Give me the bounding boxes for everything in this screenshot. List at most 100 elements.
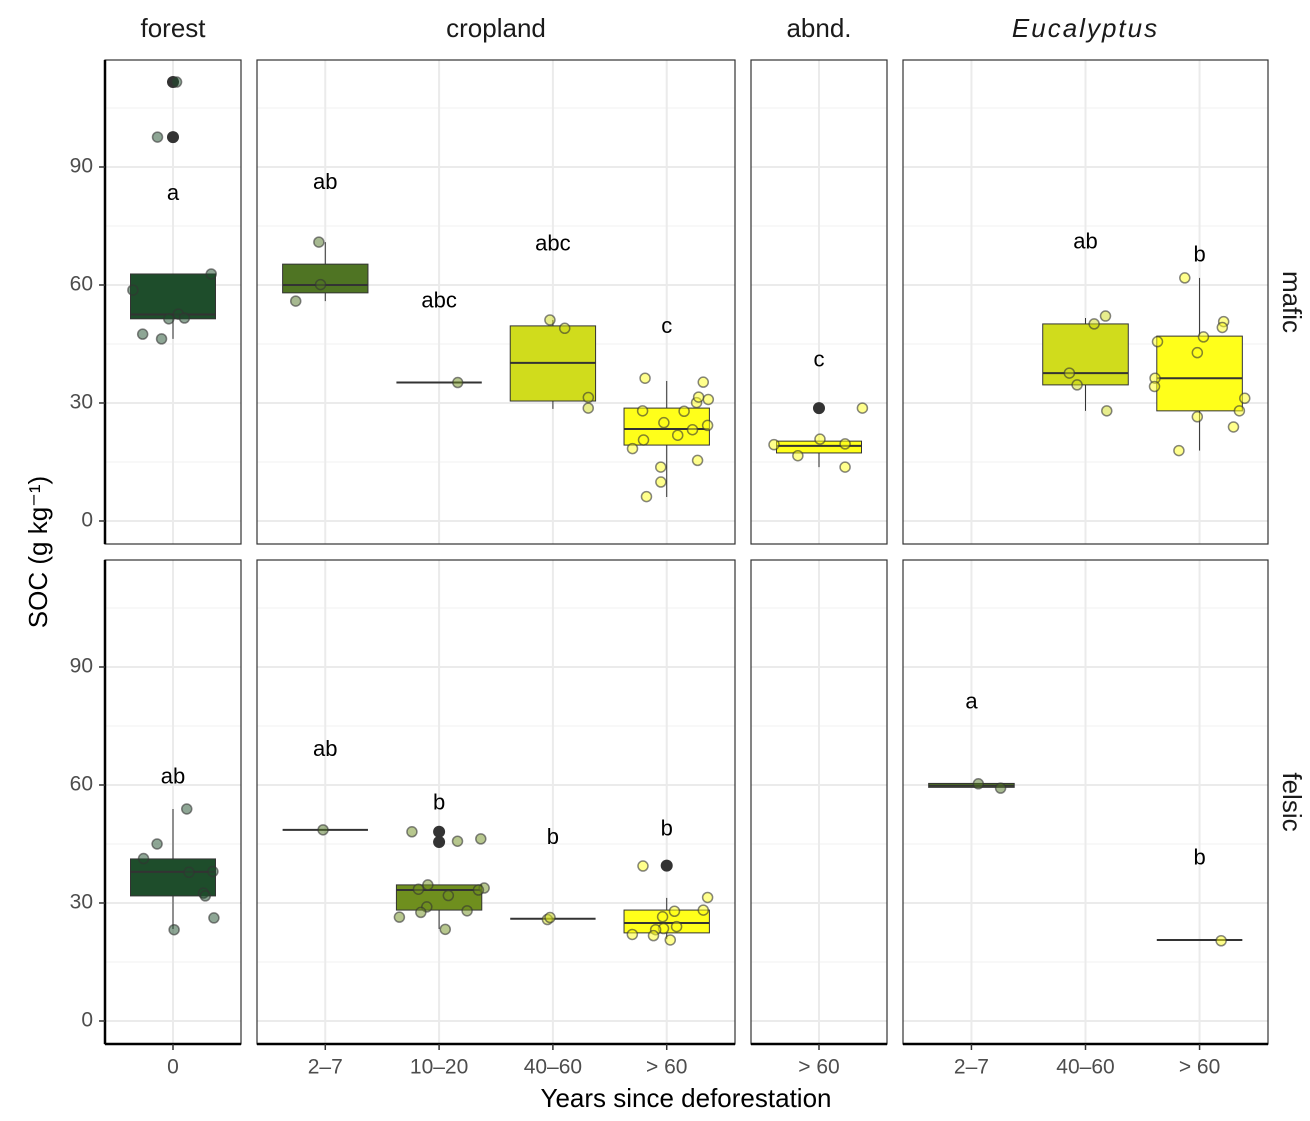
significance-letter: a [167,180,180,205]
point [137,852,150,865]
point [792,449,804,462]
point [697,376,709,388]
y-tick-label: 30 [70,891,93,914]
significance-letter: abc [535,231,570,256]
point [415,906,427,919]
x-tick-label: 2–7 [308,1056,343,1079]
point [1148,380,1161,393]
point [655,461,667,473]
point [1233,405,1246,417]
point [1239,392,1251,405]
significance-letter: c [814,347,825,372]
point [637,434,650,446]
row-strip-label: mafic [1277,271,1307,333]
panel-border [750,59,888,545]
box [1156,335,1243,412]
x-tick-label: 2–7 [954,1056,989,1079]
point [406,826,418,838]
point [1216,321,1229,334]
point [461,905,473,917]
column-strip-label: forest [140,13,206,43]
significance-letter: b [1193,242,1205,267]
point [1063,367,1076,379]
point [668,905,681,917]
point [658,416,670,429]
y-tick-label: 60 [70,273,93,296]
x-tick-label: 40–60 [1056,1056,1114,1079]
point [1173,444,1185,457]
significance-letter: b [547,824,559,849]
point [701,891,714,904]
point [656,911,669,923]
point [205,268,217,280]
point [168,923,180,936]
panel-border [902,59,1269,545]
point [1151,335,1164,348]
y-tick-label: 90 [70,155,93,178]
y-tick-label: 30 [70,391,93,414]
point [412,883,425,895]
point [655,476,667,488]
significance-letter: ab [161,764,185,789]
point [582,391,595,404]
point [475,833,487,845]
x-tick-label: > 60 [798,1056,839,1079]
point [151,838,163,850]
point [178,312,191,324]
x-tick-label: > 60 [1179,1056,1220,1079]
outlier [167,131,179,144]
significance-letter: ab [313,736,337,761]
point [1099,310,1112,322]
point [393,911,406,923]
point [163,313,175,325]
point [582,402,594,414]
point [558,322,571,335]
point [544,314,556,326]
point [207,865,219,878]
point [170,76,183,88]
point [647,929,660,942]
point [155,333,168,345]
point [442,889,455,902]
point [422,879,434,891]
point [289,295,302,307]
point [701,419,714,432]
point [472,884,485,896]
point [702,393,715,406]
y-tick-label: 0 [81,509,93,532]
point [856,402,869,414]
y-axis-title: SOC (g kg⁻¹) [23,476,53,628]
x-axis-title: Years since deforestation [540,1083,831,1113]
point [199,890,212,902]
point [626,442,639,455]
point [640,490,653,503]
y-tick-label: 90 [70,655,93,678]
column-strip-label: cropland [446,13,546,43]
point [639,372,651,384]
point [697,904,710,916]
point [637,860,649,872]
significance-letter: b [433,790,445,815]
box [282,263,369,294]
point [136,328,149,340]
panel-border [256,559,736,1045]
outlier [433,836,446,849]
point [208,912,220,924]
point [183,866,195,879]
point [814,433,826,445]
point [768,438,780,451]
y-tick-label: 0 [81,1009,93,1032]
point [671,429,684,441]
y-tick-label: 60 [70,773,93,796]
point [670,920,683,933]
point [972,778,985,790]
significance-letter: ab [1073,229,1097,254]
significance-letter: a [965,689,978,714]
point [1215,934,1227,947]
x-tick-label: 0 [167,1056,179,1079]
significance-letter: ab [313,169,337,194]
point [1227,421,1240,433]
row-strip-label: felsic [1277,772,1307,831]
point [181,803,193,815]
